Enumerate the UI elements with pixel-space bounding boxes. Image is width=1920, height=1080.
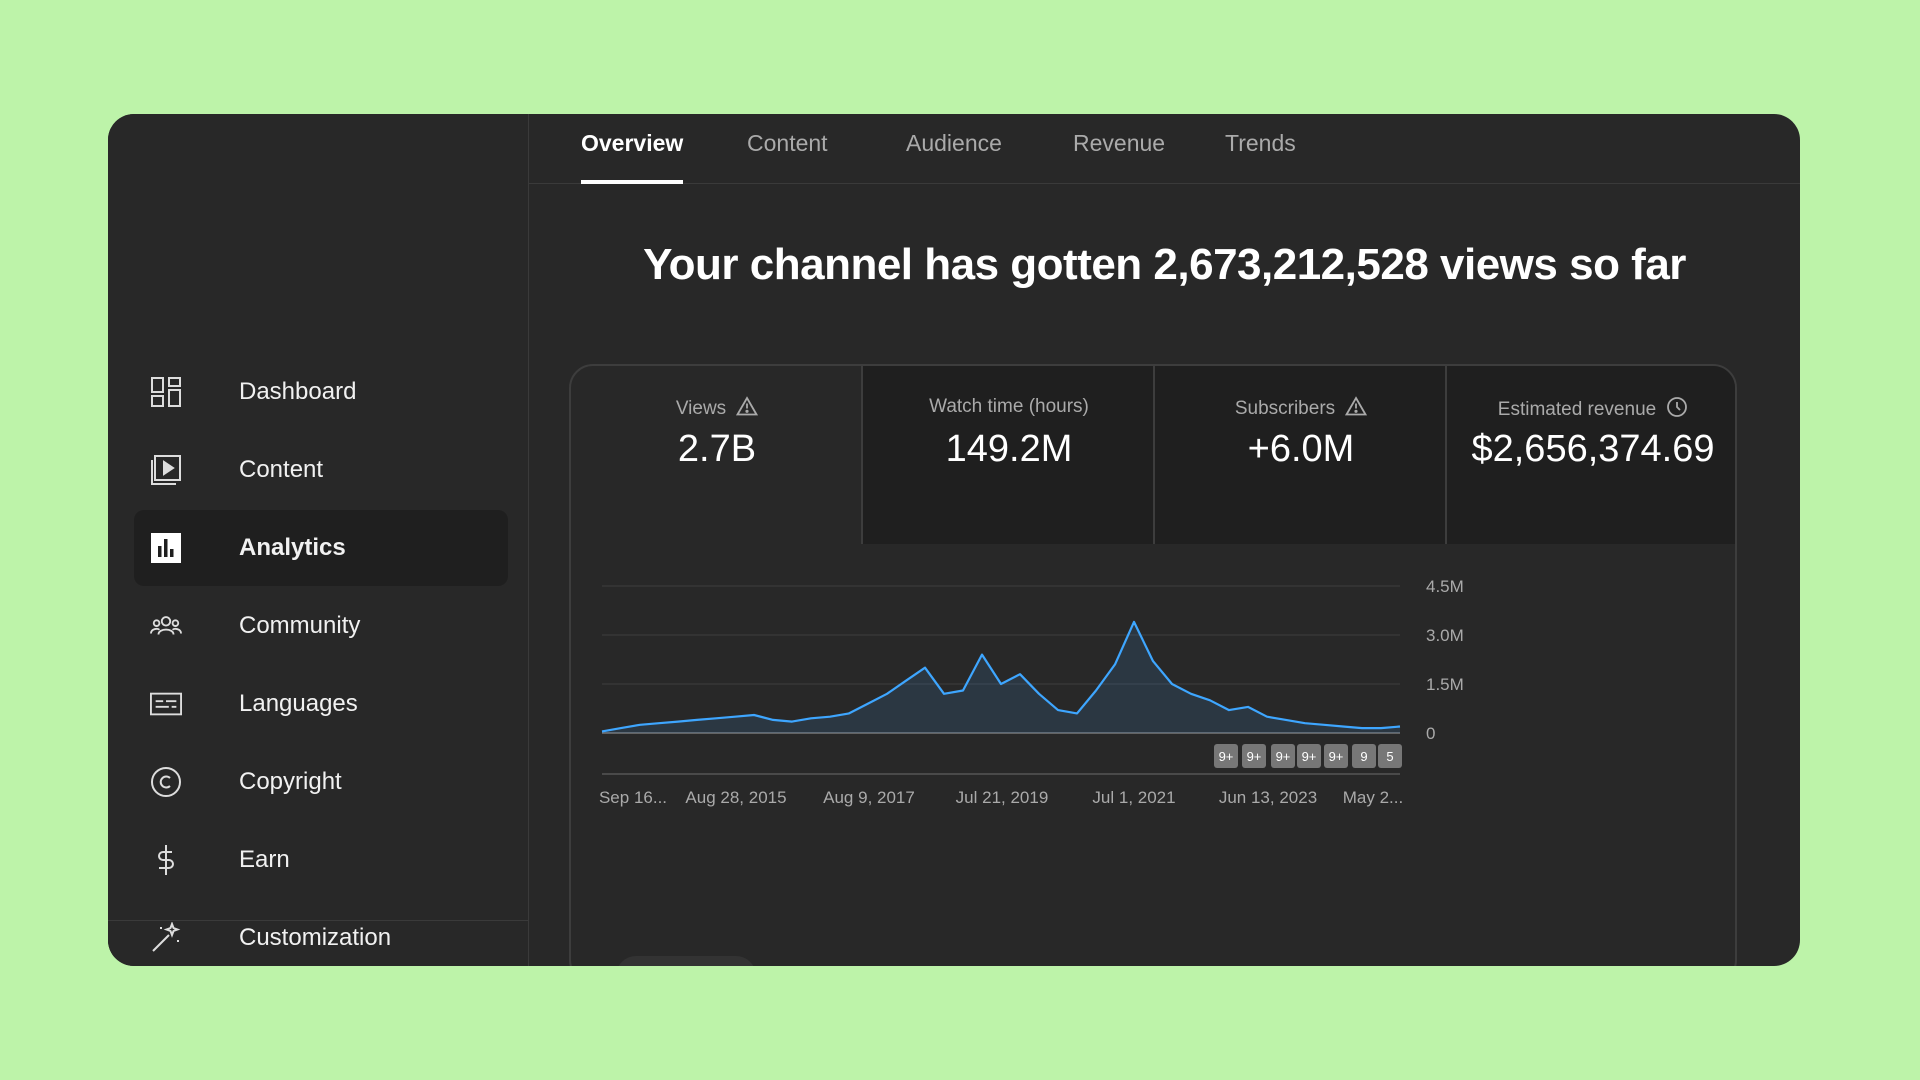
tab-overview[interactable]: Overview xyxy=(581,130,684,184)
copyright-icon xyxy=(150,766,182,798)
sidebar-item-label: Analytics xyxy=(239,534,346,561)
x-tick-label: Jul 1, 2021 xyxy=(1092,788,1175,807)
metric-value: $2,656,374.69 xyxy=(1471,428,1715,470)
sidebar-item-content[interactable]: Content xyxy=(134,432,508,508)
metric-label: Subscribers xyxy=(1234,398,1336,419)
community-icon xyxy=(150,610,182,642)
event-marker[interactable]: 9 xyxy=(1352,744,1376,768)
sidebar: Dashboard Content Analytics xyxy=(108,114,529,966)
sidebar-item-community[interactable]: Community xyxy=(134,588,508,664)
metric-label: Views xyxy=(675,398,727,419)
x-tick-label: Aug 9, 2017 xyxy=(823,788,915,807)
metric-divider xyxy=(861,366,863,544)
metric-divider xyxy=(1153,366,1155,544)
event-marker-box xyxy=(1214,744,1238,768)
event-marker-label: 9+ xyxy=(1302,749,1317,764)
metric-subscribers[interactable]: Subscribers +6.0M xyxy=(1155,366,1447,544)
sidebar-item-label: Earn xyxy=(239,846,290,873)
x-tick-label: Jun 13, 2023 xyxy=(1219,788,1317,807)
event-marker[interactable]: 9+ xyxy=(1271,744,1295,768)
see-more-button[interactable] xyxy=(616,956,756,966)
clock-icon xyxy=(1666,396,1688,424)
event-marker-box xyxy=(1271,744,1295,768)
views-chart-svg: 4.5M 3.0M 1.5M 0 Sep 16... Aug 28, 2015 Aug 9,… xyxy=(599,577,1464,807)
y-tick-label: 0 xyxy=(1426,724,1435,743)
customization-icon xyxy=(150,922,182,954)
sidebar-item-earn[interactable]: Earn xyxy=(134,822,508,898)
content-icon xyxy=(150,454,182,486)
sidebar-divider xyxy=(108,920,529,921)
studio-window: Dashboard Content Analytics xyxy=(108,114,1800,966)
y-tick-label: 4.5M xyxy=(1426,577,1464,596)
event-marker-box xyxy=(1378,744,1402,768)
event-marker-box xyxy=(1352,744,1376,768)
warning-icon xyxy=(1345,396,1368,422)
tab-trends[interactable]: Trends xyxy=(1225,130,1296,156)
x-tick-label: Jul 21, 2019 xyxy=(956,788,1049,807)
metric-label: Estimated revenue xyxy=(1497,399,1657,420)
views-chart: 4.5M 3.0M 1.5M 0 Sep 16... Aug 28, 2015 Aug 9,… xyxy=(571,544,1735,966)
metric-value: 2.7B xyxy=(677,428,757,470)
analytics-icon xyxy=(150,532,182,564)
earn-icon xyxy=(150,844,182,876)
event-marker[interactable]: 9+ xyxy=(1324,744,1348,768)
event-marker[interactable]: 9+ xyxy=(1297,744,1321,768)
x-tick-label: Aug 28, 2015 xyxy=(685,788,786,807)
event-marker-box xyxy=(1324,744,1348,768)
metric-divider xyxy=(1445,366,1447,544)
series-area xyxy=(602,621,1400,733)
sidebar-item-label: Copyright xyxy=(239,768,342,795)
metric-watch-time[interactable]: Watch time (hours) 149.2M xyxy=(863,366,1155,544)
warning-icon xyxy=(736,396,759,422)
sidebar-item-label: Community xyxy=(239,612,361,639)
event-marker-label: 9 xyxy=(1360,749,1367,764)
metric-revenue[interactable]: Estimated revenue $2,656,374.69 xyxy=(1447,366,1735,544)
tab-audience[interactable]: Audience xyxy=(906,130,1002,156)
metric-value: 149.2M xyxy=(945,428,1073,470)
event-marker-label: 9+ xyxy=(1276,749,1291,764)
tab-content[interactable]: Content xyxy=(747,130,828,156)
y-tick-label: 3.0M xyxy=(1426,626,1464,645)
overview-card: Views 2.7B Watch time (hours) 149.2M Sub… xyxy=(569,364,1737,966)
sidebar-item-dashboard[interactable]: Dashboard xyxy=(134,354,508,430)
metric-views[interactable]: Views 2.7B xyxy=(571,366,863,544)
sidebar-item-label: Content xyxy=(239,456,324,483)
event-marker[interactable]: 9+ xyxy=(1242,744,1266,768)
event-marker-label: 5 xyxy=(1386,749,1393,764)
event-marker-label: 9+ xyxy=(1247,749,1262,764)
sidebar-item-customization[interactable]: Customization xyxy=(134,900,508,966)
sidebar-item-label: Languages xyxy=(239,690,358,717)
sidebar-item-label: Dashboard xyxy=(239,378,357,405)
event-marker-label: 9+ xyxy=(1219,749,1234,764)
series-line xyxy=(601,620,1401,733)
sidebar-item-languages[interactable]: Languages xyxy=(134,666,508,742)
y-tick-label: 1.5M xyxy=(1426,675,1464,694)
metric-label: Watch time (hours) xyxy=(929,396,1089,417)
x-tick-label: May 2... xyxy=(1343,788,1403,807)
languages-icon xyxy=(150,688,182,720)
dashboard-icon xyxy=(150,376,182,408)
sidebar-item-copyright[interactable]: Copyright xyxy=(134,744,508,820)
event-marker[interactable]: 5 xyxy=(1378,744,1402,768)
event-marker-box xyxy=(1297,744,1321,768)
event-marker-box xyxy=(1242,744,1266,768)
main-panel: Overview Content Audience Revenue Trends… xyxy=(529,114,1800,966)
metric-value: +6.0M xyxy=(1247,428,1355,470)
page-title: Your channel has gotten 2,673,212,528 vi… xyxy=(643,240,1686,289)
sidebar-item-label: Customization xyxy=(239,924,392,951)
x-tick-label: Sep 16... xyxy=(599,788,667,807)
tab-revenue[interactable]: Revenue xyxy=(1073,130,1166,156)
sidebar-item-analytics[interactable]: Analytics xyxy=(134,510,508,586)
tab-bar: Overview Content Audience Revenue Trends xyxy=(529,114,1800,184)
event-marker-label: 9+ xyxy=(1329,749,1344,764)
event-marker[interactable]: 9+ xyxy=(1214,744,1238,768)
